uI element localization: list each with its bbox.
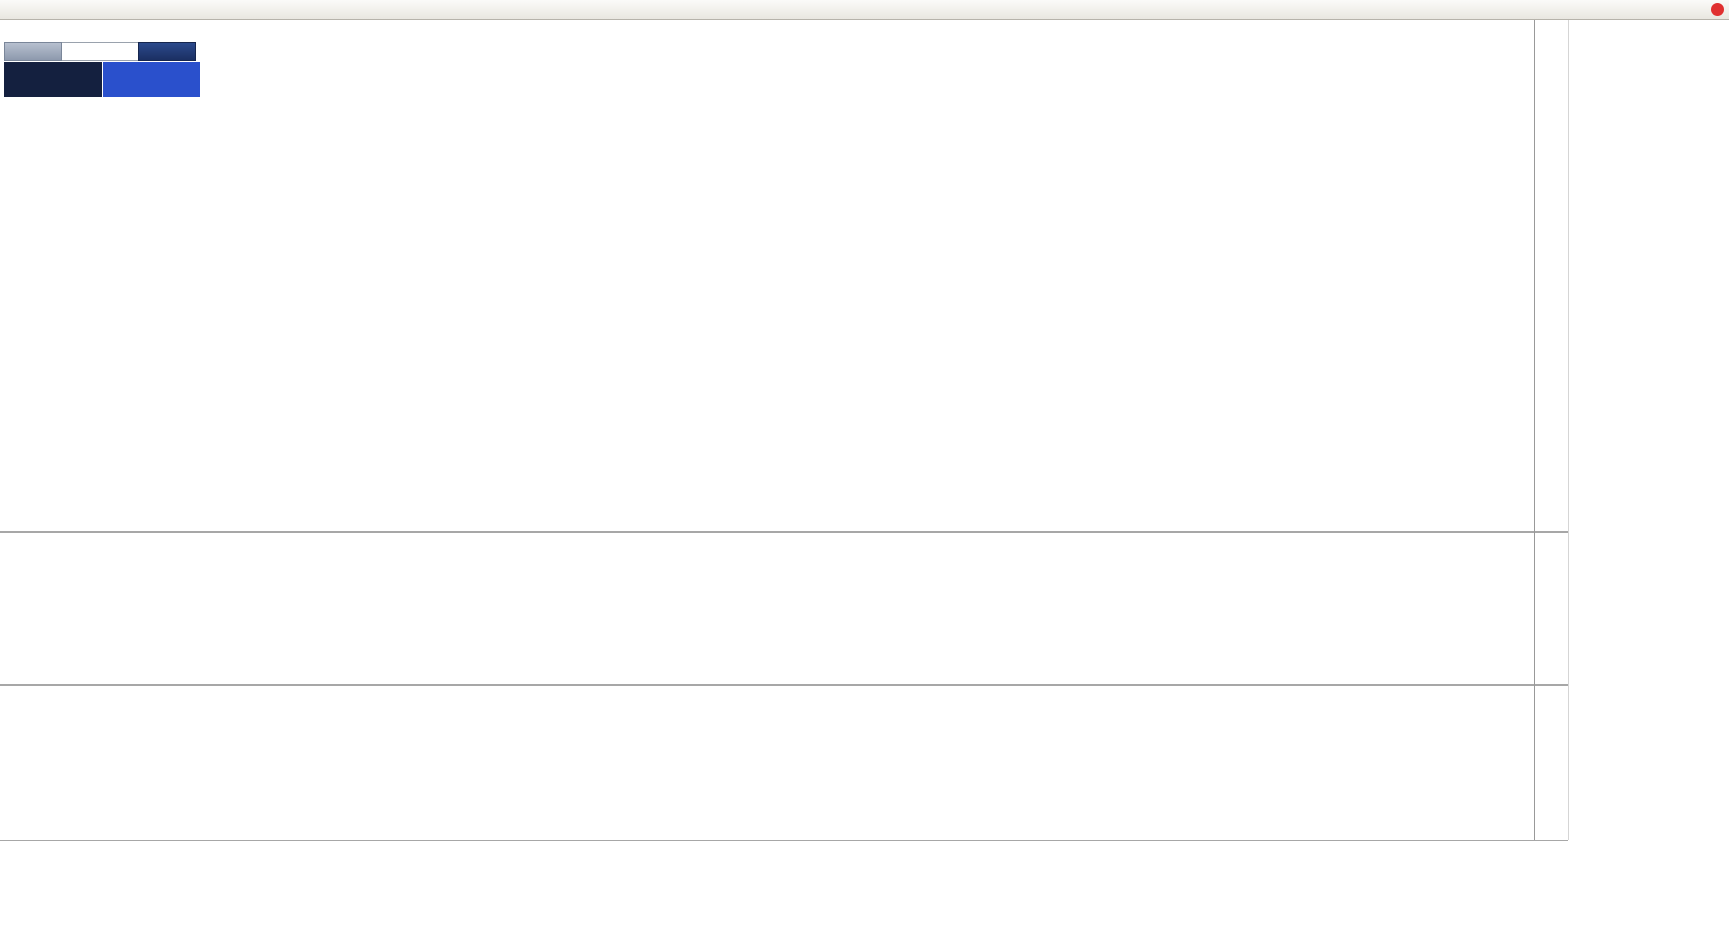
price-axis-separator: [1534, 20, 1535, 840]
buy-button[interactable]: [138, 42, 196, 61]
rsi-panel-canvas[interactable]: [0, 686, 1534, 839]
lot-size-input[interactable]: [62, 42, 138, 61]
sell-button[interactable]: [4, 42, 62, 61]
empty-area: [1569, 20, 1729, 948]
main-chart-canvas[interactable]: [0, 20, 1534, 531]
buy-price-display[interactable]: [102, 62, 200, 97]
rsi-header: [5, 689, 10, 699]
panel-separator[interactable]: [0, 531, 1568, 533]
sell-price-display[interactable]: [4, 62, 102, 97]
macd-header: [5, 536, 15, 546]
main-toolbar: [0, 0, 1729, 20]
macd-panel-canvas[interactable]: [0, 533, 1534, 683]
notification-badge[interactable]: [1711, 3, 1724, 16]
chart-symbol-header: [6, 24, 11, 34]
panel-separator[interactable]: [0, 684, 1568, 686]
one-click-trade-panel: [4, 42, 200, 97]
window-edge: [1568, 20, 1569, 840]
time-axis-separator: [0, 840, 1568, 841]
